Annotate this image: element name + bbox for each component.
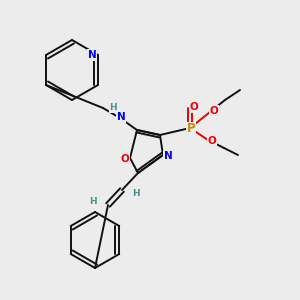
Text: H: H: [89, 197, 97, 206]
Text: O: O: [210, 106, 218, 116]
Text: O: O: [121, 154, 129, 164]
Text: H: H: [132, 188, 140, 197]
Text: N: N: [88, 50, 96, 60]
Text: H: H: [109, 103, 117, 112]
Text: O: O: [190, 102, 198, 112]
Text: O: O: [208, 136, 216, 146]
Text: P: P: [187, 122, 195, 136]
Text: N: N: [164, 151, 172, 161]
Text: N: N: [117, 112, 125, 122]
